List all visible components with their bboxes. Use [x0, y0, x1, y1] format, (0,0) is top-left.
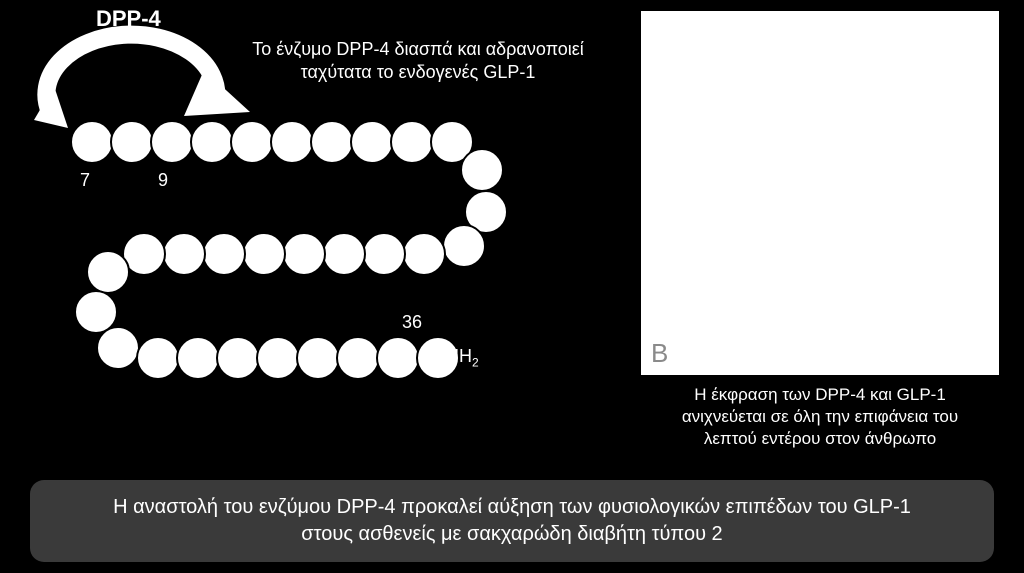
residue-circle — [256, 336, 300, 380]
nh2-terminus: -NH2 — [440, 346, 479, 370]
residue-circle — [110, 120, 154, 164]
summary-bar: Η αναστολή του ενζύμου DPP-4 προκαλεί αύ… — [30, 480, 994, 562]
residue-circle — [202, 232, 246, 276]
residue-circle — [176, 336, 220, 380]
residue-number: 36 — [402, 312, 422, 333]
nh2-text: -NH — [440, 346, 472, 366]
residue-circle — [362, 232, 406, 276]
residue-circle — [402, 232, 446, 276]
residue-circle — [296, 336, 340, 380]
residue-circle — [86, 250, 130, 294]
residue-number: 9 — [158, 170, 168, 191]
residue-circle — [336, 336, 380, 380]
residue-circle — [460, 148, 504, 192]
residue-number: 7 — [80, 170, 90, 191]
residue-circle — [230, 120, 274, 164]
residue-circle — [442, 224, 486, 268]
summary-l1: Η αναστολή του ενζύμου DPP-4 προκαλεί αύ… — [113, 496, 911, 518]
residue-circle — [322, 232, 366, 276]
residue-circle — [282, 232, 326, 276]
right-cap-l2: ανιχνεύεται σε όλη την επιφάνεια του — [682, 407, 958, 426]
top-desc-line1: Το ένζυμο DPP-4 διασπά και αδρανοποιεί — [252, 39, 584, 59]
residue-circle — [136, 336, 180, 380]
image-placeholder-box: B — [640, 10, 1000, 376]
residue-circle — [96, 326, 140, 370]
residue-circle — [376, 336, 420, 380]
residue-circle — [162, 232, 206, 276]
residue-circle — [190, 120, 234, 164]
residue-circle — [310, 120, 354, 164]
top-description: Το ένζυμο DPP-4 διασπά και αδρανοποιεί τ… — [238, 38, 598, 85]
residue-circle — [216, 336, 260, 380]
residue-circle — [70, 120, 114, 164]
nh2-sub: 2 — [472, 356, 479, 370]
residue-circle — [150, 120, 194, 164]
panel-letter: B — [651, 338, 668, 369]
summary-l2: στους ασθενείς με σακχαρώδη διαβήτη τύπο… — [301, 523, 722, 545]
top-desc-line2: ταχύτατα το ενδογενές GLP-1 — [301, 62, 536, 82]
residue-circle — [270, 120, 314, 164]
residue-circle — [242, 232, 286, 276]
right-cap-l1: Η έκφραση των DPP-4 και GLP-1 — [694, 385, 946, 404]
residue-circle — [350, 120, 394, 164]
residue-circle — [390, 120, 434, 164]
right-caption: Η έκφραση των DPP-4 και GLP-1 ανιχνεύετα… — [650, 384, 990, 450]
right-cap-l3: λεπτού εντέρου στον άνθρωπο — [704, 429, 936, 448]
